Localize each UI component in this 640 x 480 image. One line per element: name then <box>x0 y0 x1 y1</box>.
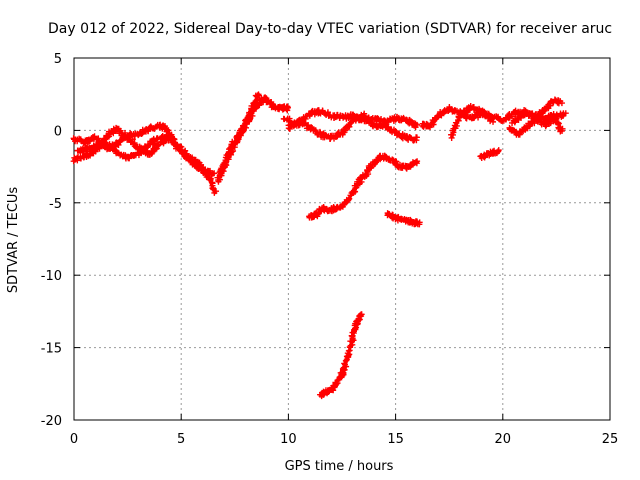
data-point <box>499 117 506 124</box>
y-tick-label: -20 <box>41 414 62 429</box>
data-point <box>165 127 172 134</box>
data-point <box>364 116 371 123</box>
data-point <box>485 113 492 120</box>
plot-frame <box>73 57 611 421</box>
data-point <box>385 123 392 130</box>
y-axis-title: SDTVAR / TECUs <box>6 187 21 294</box>
data-point <box>437 111 444 118</box>
data-point <box>470 104 477 111</box>
data-point <box>138 131 145 138</box>
data-point <box>115 141 122 148</box>
series-arc-6 <box>216 91 263 179</box>
x-tick-label: 20 <box>495 432 512 447</box>
data-point <box>559 127 566 134</box>
data-point <box>171 136 178 143</box>
data-point <box>494 148 501 155</box>
data-point <box>539 113 546 120</box>
y-tick-label: 0 <box>54 124 62 139</box>
y-tick-label: 5 <box>54 52 62 67</box>
data-point <box>117 137 124 144</box>
data-point <box>453 122 460 129</box>
data-point <box>211 170 218 177</box>
data-point <box>413 134 420 141</box>
x-tick-label: 15 <box>387 432 404 447</box>
data-point <box>178 143 185 150</box>
data-layer <box>70 91 569 400</box>
data-point <box>389 156 396 163</box>
data-point <box>170 135 177 142</box>
x-tick-label: 5 <box>177 432 185 447</box>
data-point <box>487 118 494 125</box>
data-point <box>558 100 565 107</box>
data-point <box>349 118 356 125</box>
axis-ticks: 0 5 10 15 20 25 -20 -15 -10 -5 0 5 <box>41 52 619 447</box>
data-point <box>99 137 106 144</box>
data-point <box>114 126 121 133</box>
series-arc-10 <box>317 311 365 400</box>
series-arc-15 <box>509 109 566 135</box>
data-point <box>284 107 291 114</box>
data-point <box>152 146 159 153</box>
data-point <box>346 195 353 202</box>
data-point <box>562 110 569 117</box>
data-point <box>256 92 263 99</box>
data-point <box>228 142 235 149</box>
data-point <box>209 185 216 192</box>
series-arc-16 <box>477 147 502 162</box>
y-tick-label: -10 <box>41 269 62 284</box>
data-point <box>104 132 111 139</box>
data-point <box>416 221 423 228</box>
series-arc-8 <box>285 110 420 144</box>
y-tick-label: -5 <box>49 197 62 212</box>
data-point <box>490 118 497 125</box>
data-point <box>341 361 348 368</box>
data-point <box>117 127 124 134</box>
series-arc-4 <box>163 126 220 196</box>
x-tick-label: 0 <box>70 432 78 447</box>
data-point <box>414 121 421 128</box>
x-tick-label: 10 <box>280 432 297 447</box>
data-point <box>413 158 420 165</box>
x-tick-label: 25 <box>602 432 619 447</box>
data-point <box>365 171 372 178</box>
data-point <box>211 189 218 196</box>
data-point <box>86 152 93 159</box>
y-tick-label: -15 <box>41 342 62 357</box>
data-point <box>374 115 381 122</box>
series-arc-13 <box>448 103 497 141</box>
series-arc-9 <box>306 152 421 221</box>
data-point <box>358 311 365 318</box>
data-point <box>312 127 319 134</box>
data-point <box>334 377 341 384</box>
series-arc-11 <box>384 210 423 228</box>
x-axis-title: GPS time / hours <box>285 459 394 474</box>
chart-title: Day 012 of 2022, Sidereal Day-to-day VTE… <box>48 21 612 37</box>
